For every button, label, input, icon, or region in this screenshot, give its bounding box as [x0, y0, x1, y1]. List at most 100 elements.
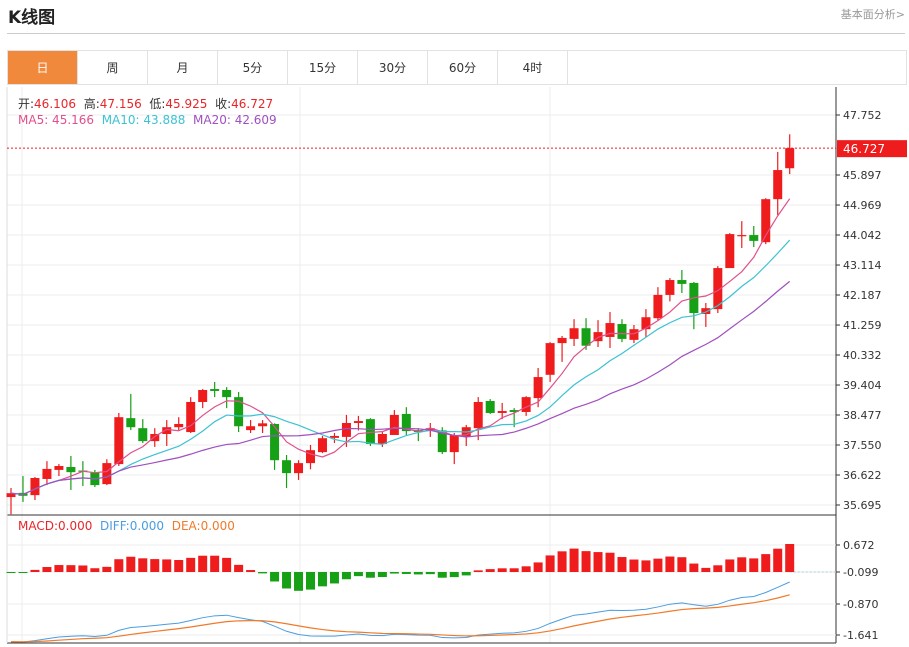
- macd-bar: [389, 572, 399, 574]
- macd-bar: [581, 551, 591, 572]
- candle-body: [581, 328, 591, 346]
- macd-bar: [401, 572, 411, 574]
- macd-bar: [773, 548, 783, 572]
- macd-bar: [42, 567, 52, 572]
- high-label: 高:: [83, 97, 100, 111]
- ma-readout: MA5: 45.166 MA10: 43.888 MA20: 42.609: [18, 113, 277, 127]
- tab-5min[interactable]: 5分: [218, 51, 288, 84]
- macd-bar: [665, 556, 675, 572]
- fundamental-analysis-link[interactable]: 基本面分析>: [840, 8, 905, 21]
- macd-bar: [258, 572, 268, 574]
- candle-body: [341, 423, 351, 437]
- macd-bar: [677, 557, 687, 572]
- macd-bar: [689, 563, 699, 572]
- price-tick-label: 35.695: [843, 499, 882, 512]
- candle-body: [605, 323, 615, 337]
- price-tick-label: 47.752: [843, 109, 882, 122]
- macd-bar: [102, 566, 112, 572]
- current-price-badge: [837, 140, 907, 158]
- ohlc-readout: 开:46.106 高:47.156 低:45.925 收:46.727: [18, 95, 273, 112]
- macd-bar: [629, 559, 639, 572]
- macd-bar: [365, 572, 375, 578]
- candle-body: [42, 468, 52, 479]
- divider: [7, 33, 905, 34]
- period-tabs: 日 周 月 5分 15分 30分 60分 4时: [7, 50, 907, 85]
- tab-15min[interactable]: 15分: [288, 51, 358, 84]
- candle-body: [353, 421, 363, 424]
- candle-body: [593, 332, 603, 342]
- tab-30min[interactable]: 30分: [358, 51, 428, 84]
- macd-bar: [485, 569, 495, 572]
- diff-line: [10, 581, 790, 643]
- ma20-line: [10, 280, 791, 496]
- candle-body: [126, 418, 136, 428]
- macd-bar: [761, 554, 771, 572]
- candle-body: [665, 280, 675, 295]
- candle-body: [449, 434, 459, 453]
- macd-bar: [545, 555, 555, 572]
- macd-bar: [66, 565, 76, 572]
- open-label: 开:: [18, 97, 35, 111]
- macd-bar: [30, 569, 40, 572]
- candle-body: [306, 450, 315, 464]
- ma10-value: MA10: 43.888: [101, 113, 186, 127]
- candle-body: [701, 308, 711, 314]
- macd-bar: [473, 570, 483, 572]
- candle-body: [258, 423, 268, 427]
- macd-bar: [341, 572, 351, 580]
- candle-body: [282, 460, 292, 474]
- candle-body: [138, 428, 148, 442]
- price-tick-label: 40.332: [843, 349, 882, 362]
- macd-bar: [749, 558, 759, 572]
- candle-body: [761, 199, 771, 243]
- candle-body: [66, 466, 76, 473]
- macd-bar: [6, 572, 16, 573]
- candle-body: [677, 280, 687, 284]
- macd-bar: [306, 572, 315, 590]
- candle-body: [749, 235, 759, 241]
- macd-bar: [174, 560, 184, 572]
- candle-body: [54, 466, 64, 470]
- tab-month[interactable]: 月: [148, 51, 218, 84]
- candle-body: [198, 390, 208, 402]
- macd-bar: [461, 572, 471, 576]
- ma20-value: MA20: 42.609: [193, 113, 277, 127]
- low-value: 45.925: [165, 97, 208, 111]
- macd-bar: [533, 562, 543, 572]
- macd-bar: [54, 565, 64, 572]
- macd-bar: [138, 558, 148, 572]
- macd-bar: [222, 557, 232, 572]
- candle-body: [497, 411, 507, 413]
- macd-bar: [593, 552, 603, 572]
- macd-bar: [114, 559, 124, 572]
- candle-body: [557, 337, 567, 344]
- price-tick-label: 44.969: [843, 199, 882, 212]
- candle-body: [222, 390, 232, 398]
- close-value: 46.727: [231, 97, 274, 111]
- macd-bar: [737, 557, 747, 572]
- macd-bar: [617, 557, 627, 572]
- macd-bar: [78, 565, 88, 572]
- macd-bar: [701, 567, 711, 572]
- candle-body: [401, 413, 411, 432]
- candle-body: [485, 401, 495, 413]
- candle-body: [773, 170, 783, 200]
- macd-tick-label: -1.641: [843, 629, 878, 642]
- tab-60min[interactable]: 60分: [428, 51, 498, 84]
- macd-bar: [557, 551, 567, 572]
- candle-body: [270, 423, 280, 461]
- candle-body: [473, 401, 483, 429]
- candle-body: [569, 328, 579, 339]
- macd-bar: [641, 560, 651, 572]
- macd-bar: [186, 557, 196, 572]
- candle-body: [114, 417, 124, 465]
- candle-body: [294, 463, 304, 474]
- candle-body: [329, 435, 339, 438]
- tab-week[interactable]: 周: [78, 51, 148, 84]
- macd-value: MACD:0.000: [18, 519, 93, 533]
- candle-body: [365, 419, 375, 445]
- open-value: 46.106: [34, 97, 77, 111]
- tab-4hour[interactable]: 4时: [498, 51, 568, 84]
- tab-day[interactable]: 日: [8, 51, 78, 84]
